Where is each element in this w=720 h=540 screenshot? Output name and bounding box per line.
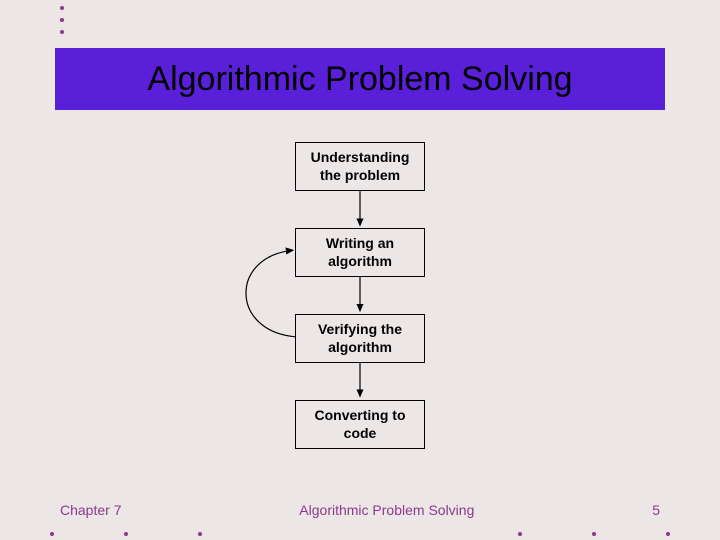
flow-node-label-line1: Converting to <box>315 407 406 423</box>
footer-page-number: 5 <box>652 502 660 518</box>
flow-node-label-line2: algorithm <box>328 339 392 355</box>
decorative-dots-bottom-left <box>50 532 202 536</box>
flow-node-converting: Converting to code <box>295 400 425 449</box>
flowchart-area: Understanding the problem Writing an alg… <box>0 132 720 470</box>
title-bar: Algorithmic Problem Solving <box>55 48 665 110</box>
flow-node-label-line1: Writing an <box>326 235 394 251</box>
slide-title: Algorithmic Problem Solving <box>147 60 572 99</box>
footer-chapter: Chapter 7 <box>60 502 121 518</box>
flow-node-label-line2: the problem <box>320 167 400 183</box>
decorative-dots-bottom-right <box>518 532 670 536</box>
flow-node-label-line1: Verifying the <box>318 321 402 337</box>
flow-node-label-line2: code <box>344 425 377 441</box>
flow-node-label-line2: algorithm <box>328 253 392 269</box>
slide-footer: Chapter 7 Algorithmic Problem Solving 5 <box>0 502 720 518</box>
flow-node-writing: Writing an algorithm <box>295 228 425 277</box>
flow-node-label-line1: Understanding <box>311 149 410 165</box>
decorative-dots-top <box>60 6 64 34</box>
flow-node-verifying: Verifying the algorithm <box>295 314 425 363</box>
footer-title: Algorithmic Problem Solving <box>121 502 652 518</box>
flow-node-understanding: Understanding the problem <box>295 142 425 191</box>
